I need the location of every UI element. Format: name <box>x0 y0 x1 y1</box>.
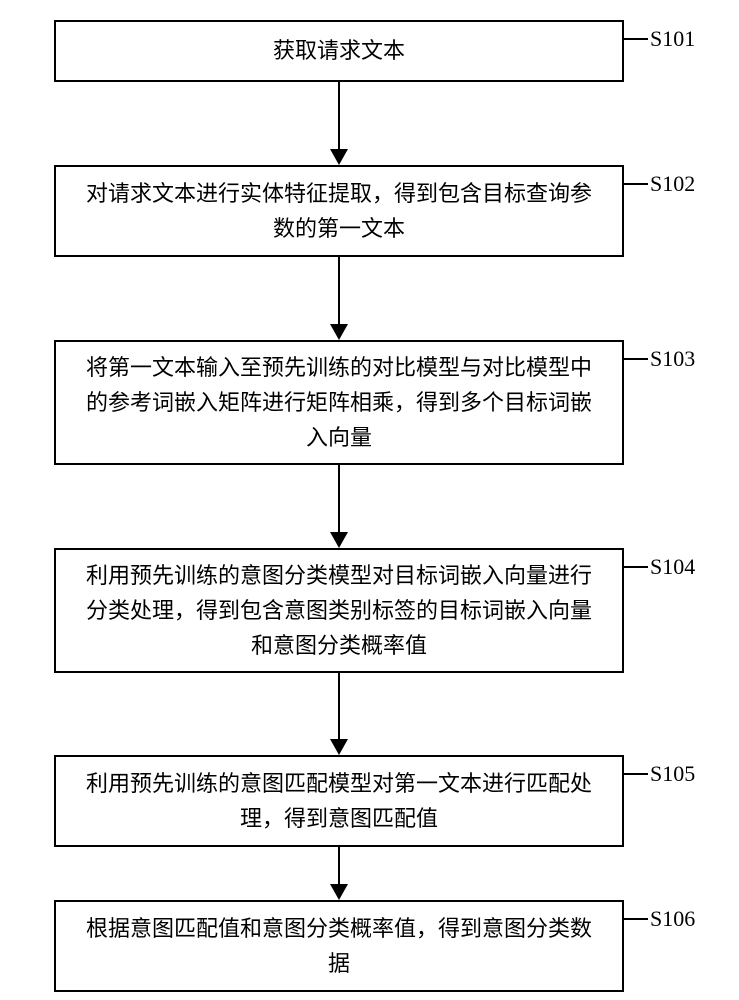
label-connector <box>624 566 648 568</box>
flow-label-s102: S102 <box>650 171 695 197</box>
arrow-line <box>338 465 340 532</box>
arrow-line <box>338 673 340 739</box>
arrow-line <box>338 847 340 884</box>
flow-label-s104: S104 <box>650 554 695 580</box>
arrow-line <box>338 82 340 149</box>
flow-node-s104: 利用预先训练的意图分类模型对目标词嵌入向量进行分类处理，得到包含意图类别标签的目… <box>54 548 624 673</box>
flow-label-s106: S106 <box>650 906 695 932</box>
arrow-head-icon <box>330 884 348 900</box>
arrow-head-icon <box>330 739 348 755</box>
flow-label-s101: S101 <box>650 26 695 52</box>
flow-node-s105: 利用预先训练的意图匹配模型对第一文本进行匹配处理，得到意图匹配值 <box>54 755 624 847</box>
flow-node-s106: 根据意图匹配值和意图分类概率值，得到意图分类数据 <box>54 900 624 992</box>
label-connector <box>624 183 648 185</box>
flow-label-s103: S103 <box>650 346 695 372</box>
label-connector <box>624 773 648 775</box>
label-connector <box>624 38 648 40</box>
flow-node-s101: 获取请求文本 <box>54 20 624 82</box>
flowchart-canvas: 获取请求文本 S101 对请求文本进行实体特征提取，得到包含目标查询参数的第一文本 S… <box>0 0 739 1000</box>
label-connector <box>624 358 648 360</box>
flow-label-s105: S105 <box>650 761 695 787</box>
arrow-line <box>338 257 340 324</box>
flow-node-s103: 将第一文本输入至预先训练的对比模型与对比模型中的参考词嵌入矩阵进行矩阵相乘，得到… <box>54 340 624 465</box>
arrow-head-icon <box>330 532 348 548</box>
flow-node-s102: 对请求文本进行实体特征提取，得到包含目标查询参数的第一文本 <box>54 165 624 257</box>
arrow-head-icon <box>330 324 348 340</box>
label-connector <box>624 918 648 920</box>
arrow-head-icon <box>330 149 348 165</box>
